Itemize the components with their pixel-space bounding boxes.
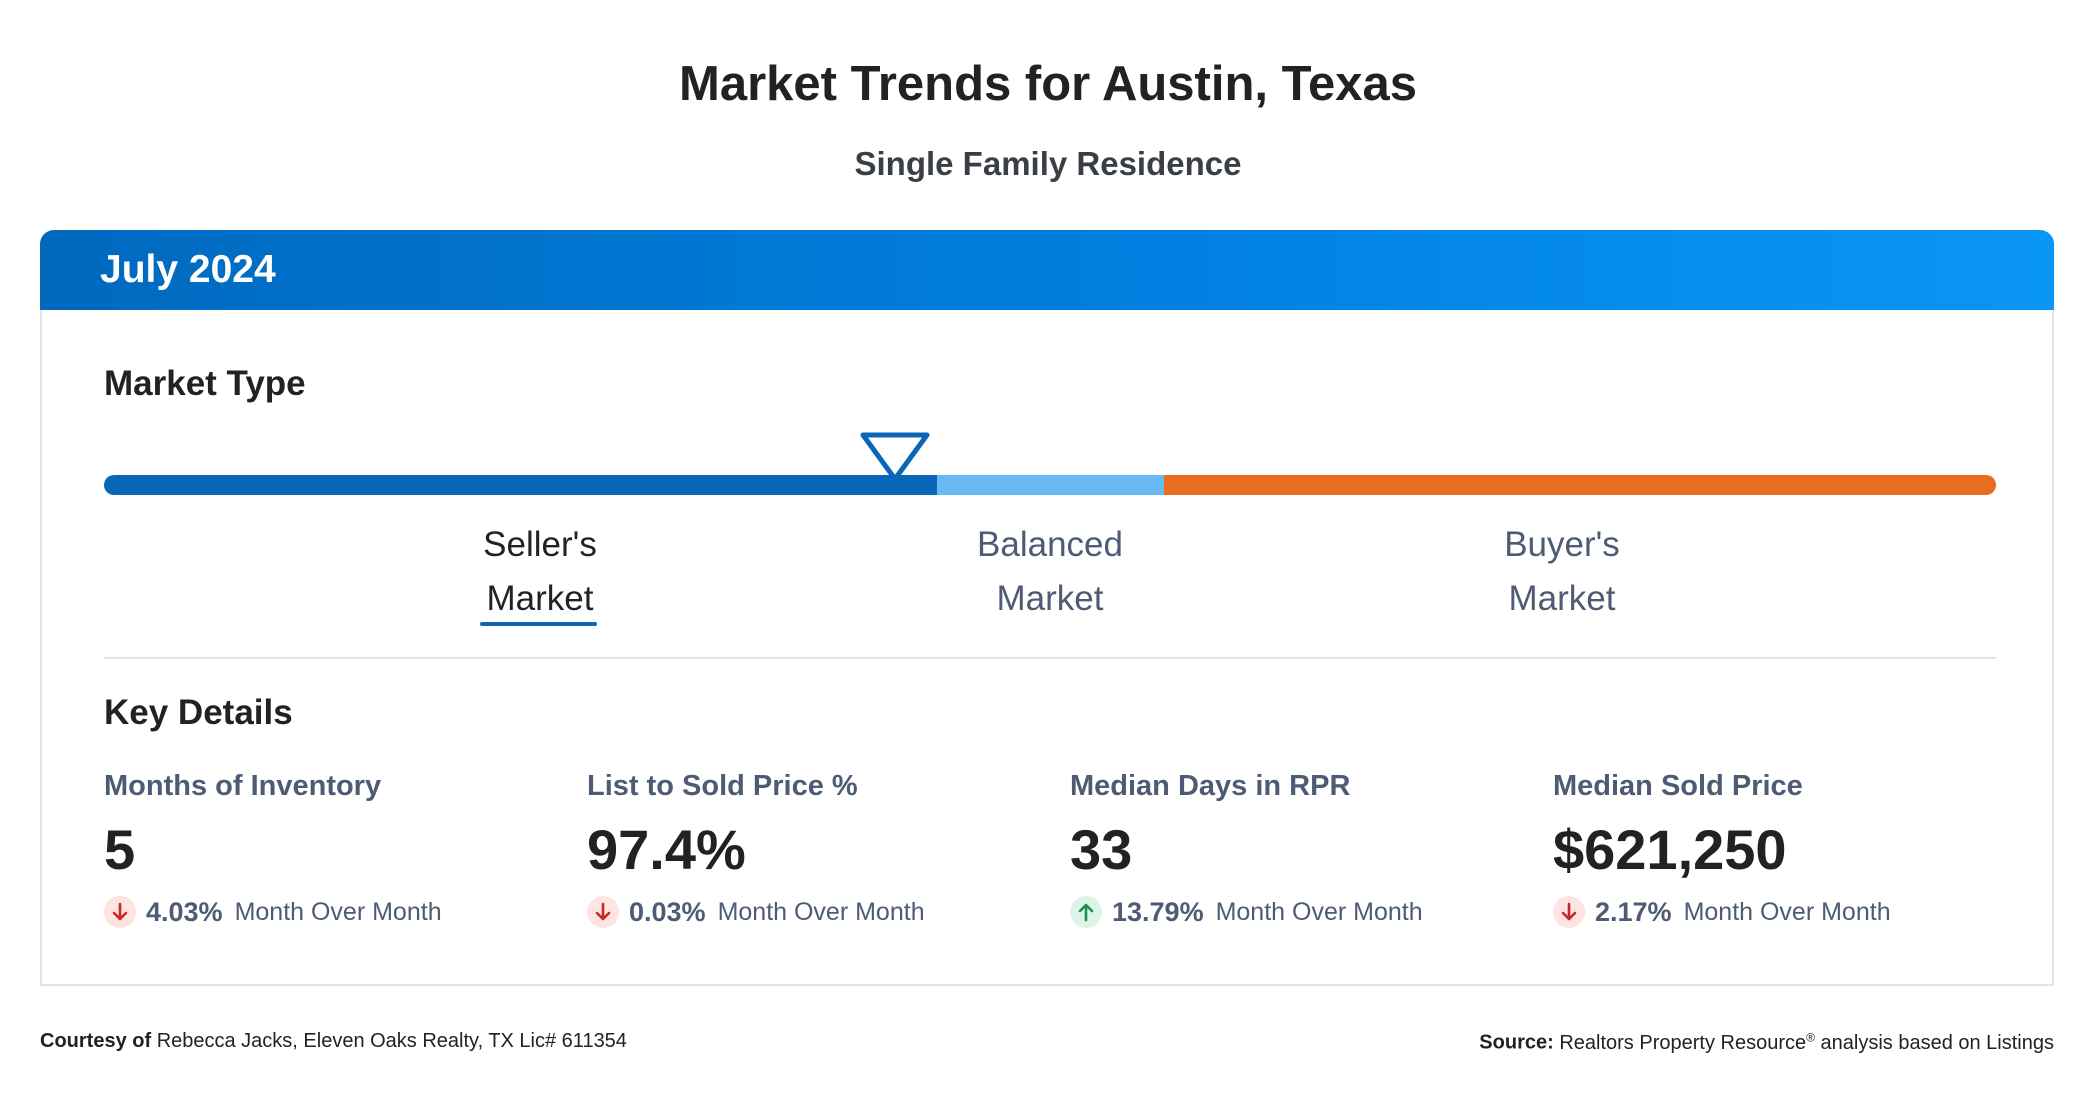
- market-label-seller-line2: Market: [486, 579, 594, 618]
- source-text: Realtors Property Resource® analysis bas…: [1559, 1030, 2055, 1054]
- period-title: July 2024: [100, 248, 276, 291]
- arrow-down-icon: [587, 896, 619, 928]
- courtesy-text: Rebecca Jacks, Eleven Oaks Realty, TX Li…: [156, 1030, 627, 1052]
- metric-change: 4.03% Month Over Month: [104, 896, 564, 928]
- metric-value: 5: [104, 818, 136, 881]
- source-text-main: Realtors Property Resource: [1559, 1031, 1807, 1054]
- market-type-title: Market Type: [104, 364, 306, 403]
- arrow-up-icon: [1070, 896, 1102, 928]
- metric-change: 13.79% Month Over Month: [1070, 896, 1530, 928]
- key-details-title: Key Details: [104, 693, 293, 732]
- market-trends-card: July 2024 Market Type Seller's Market Ba…: [40, 230, 2054, 986]
- market-label-buyer-line1: Buyer's: [1504, 525, 1620, 564]
- registered-mark: ®: [1806, 1030, 1815, 1044]
- metric-months-of-inventory: Months of Inventory 5 4.03% Month Over M…: [104, 770, 564, 928]
- seller-market-segment: [104, 475, 937, 495]
- courtesy-label: Courtesy of: [40, 1030, 152, 1052]
- metric-median-days-in-rpr: Median Days in RPR 33 13.79% Month Over …: [1070, 770, 1530, 928]
- change-period-text: Month Over Month: [1683, 897, 1891, 926]
- source-label: Source:: [1479, 1031, 1554, 1054]
- change-period-text: Month Over Month: [717, 897, 925, 926]
- market-label-buyer-line2: Market: [1508, 579, 1616, 618]
- arrow-down-icon: [104, 896, 136, 928]
- change-period-text: Month Over Month: [1215, 897, 1423, 926]
- change-period-text: Month Over Month: [234, 897, 442, 926]
- active-market-underline: [480, 622, 597, 626]
- market-label-balanced-line2: Market: [996, 579, 1104, 618]
- metric-median-sold-price: Median Sold Price $621,250 2.17% Month O…: [1553, 770, 2013, 928]
- metric-label: Median Sold Price: [1553, 770, 1803, 802]
- footer-source: Source: Realtors Property Resource® anal…: [1479, 1030, 2054, 1055]
- buyer-market-segment: [1164, 475, 1996, 495]
- market-label-balanced-line1: Balanced: [977, 525, 1123, 564]
- metric-list-to-sold-price: List to Sold Price % 97.4% 0.03% Month O…: [587, 770, 1047, 928]
- metric-change: 2.17% Month Over Month: [1553, 896, 2013, 928]
- page-subtitle: Single Family Residence: [854, 145, 1242, 182]
- metric-label: Months of Inventory: [104, 770, 382, 802]
- footer-courtesy: Courtesy of Rebecca Jacks, Eleven Oaks R…: [40, 1030, 627, 1053]
- metric-value: 97.4%: [587, 818, 746, 881]
- page-title: Market Trends for Austin, Texas: [679, 57, 1417, 111]
- balanced-market-segment: [937, 475, 1164, 495]
- source-text-rest: analysis based on Listings: [1814, 1031, 2055, 1054]
- metric-change: 0.03% Month Over Month: [587, 896, 1047, 928]
- change-percent: 13.79%: [1112, 896, 1204, 927]
- metric-value: 33: [1070, 818, 1133, 881]
- market-type-scale: [104, 432, 1996, 495]
- market-label-seller[interactable]: Seller's Market: [390, 518, 690, 626]
- change-percent: 0.03%: [629, 896, 706, 927]
- triangle-pointer-icon: [860, 432, 930, 482]
- card-header: July 2024: [40, 230, 2054, 310]
- metric-label: List to Sold Price %: [587, 770, 858, 802]
- market-label-seller-line1: Seller's: [483, 525, 597, 564]
- market-label-buyer[interactable]: Buyer's Market: [1412, 518, 1712, 626]
- metric-label: Median Days in RPR: [1070, 770, 1351, 802]
- market-label-balanced[interactable]: Balanced Market: [900, 518, 1200, 626]
- metric-value: $621,250: [1553, 818, 1787, 881]
- change-percent: 2.17%: [1595, 896, 1672, 927]
- section-divider: [104, 657, 1996, 659]
- arrow-down-icon: [1553, 896, 1585, 928]
- change-percent: 4.03%: [146, 896, 223, 927]
